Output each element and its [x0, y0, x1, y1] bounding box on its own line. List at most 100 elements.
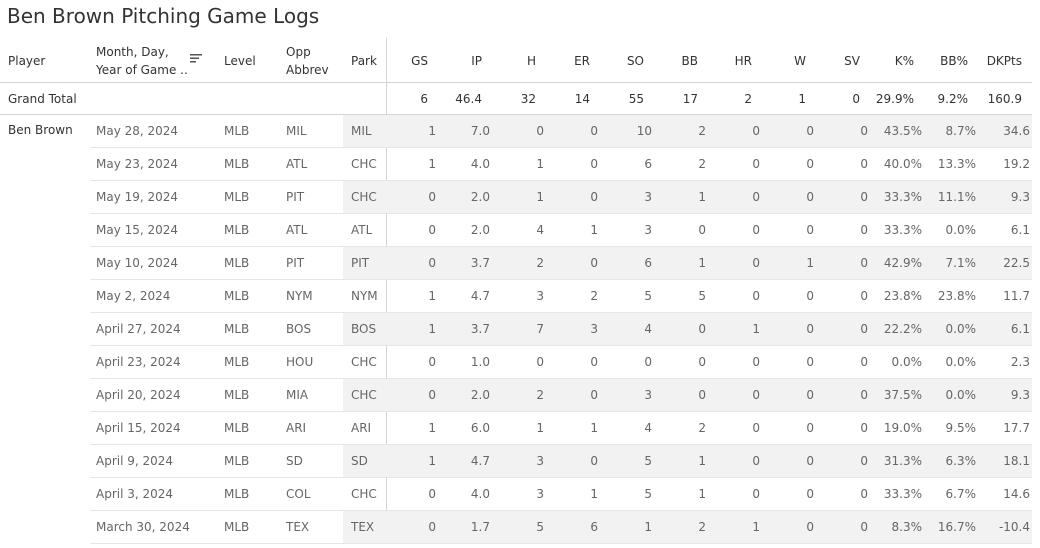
cell-k-pct: 40.0% — [883, 157, 922, 171]
grand-total-sv: 0 — [852, 92, 860, 106]
cell-so: 5 — [644, 289, 652, 303]
header-gs[interactable]: GS — [411, 54, 428, 68]
header-er[interactable]: ER — [574, 54, 590, 68]
cell-h: 5 — [536, 520, 544, 534]
header-sv[interactable]: SV — [844, 54, 860, 68]
header-opp-line1[interactable]: Opp — [286, 45, 311, 59]
cell-dkpts: 17.7 — [1003, 421, 1030, 435]
cell-bb-pct: 0.0% — [945, 355, 977, 369]
header-h[interactable]: H — [526, 54, 536, 68]
cell-ip: 4.7 — [470, 289, 490, 303]
cell-bb-pct: 8.7% — [945, 124, 977, 138]
cell-so: 6 — [644, 256, 652, 270]
cell-h: 4 — [536, 223, 544, 237]
header-ip[interactable]: IP — [471, 54, 482, 68]
header-player[interactable]: Player — [8, 54, 46, 68]
header-w[interactable]: W — [794, 54, 806, 68]
cell-gs: 0 — [428, 520, 436, 534]
grand-total-h: 32 — [520, 92, 536, 106]
cell-bb: 1 — [698, 256, 706, 270]
cell-w: 0 — [806, 388, 814, 402]
row-divider — [90, 378, 1032, 379]
cell-k-pct: 22.2% — [883, 322, 922, 336]
cell-so: 3 — [644, 223, 652, 237]
header-level[interactable]: Level — [224, 54, 256, 68]
cell-opp: ARI — [286, 421, 307, 435]
sort-descending-icon[interactable] — [189, 53, 203, 65]
cell-gs: 0 — [428, 355, 436, 369]
cell-dkpts: 34.6 — [1003, 124, 1030, 138]
cell-k-pct: 8.3% — [891, 520, 923, 534]
grand-total-divider — [0, 114, 1032, 115]
cell-so: 4 — [644, 421, 652, 435]
cell-bb-pct: 7.1% — [945, 256, 977, 270]
header-date-line1[interactable]: Month, Day, — [96, 45, 169, 59]
cell-bb: 0 — [698, 223, 706, 237]
grand-total-gs: 6 — [420, 92, 428, 106]
cell-gs: 0 — [428, 190, 436, 204]
cell-w: 0 — [806, 454, 814, 468]
cell-level: MLB — [224, 520, 250, 534]
header-opp-line2[interactable]: Abbrev — [286, 63, 329, 77]
cell-park: BOS — [351, 322, 377, 336]
cell-hr: 0 — [752, 256, 760, 270]
header-bb[interactable]: BB — [681, 54, 698, 68]
cell-hr: 1 — [752, 322, 760, 336]
cell-er: 0 — [590, 388, 598, 402]
grand-total-bb-pct: 9.2% — [937, 92, 969, 106]
cell-hr: 0 — [752, 487, 760, 501]
cell-sv: 0 — [860, 355, 868, 369]
cell-hr: 0 — [752, 388, 760, 402]
cell-hr: 0 — [752, 421, 760, 435]
cell-gs: 1 — [428, 454, 436, 468]
cell-ip: 4.0 — [470, 157, 490, 171]
cell-w: 0 — [806, 421, 814, 435]
cell-hr: 0 — [752, 355, 760, 369]
row-divider — [90, 246, 1032, 247]
cell-bb: 0 — [698, 355, 706, 369]
cell-sv: 0 — [860, 520, 868, 534]
cell-opp: PIT — [286, 190, 305, 204]
cell-opp: ATL — [286, 223, 308, 237]
cell-bb-pct: 0.0% — [945, 223, 977, 237]
cell-er: 1 — [590, 421, 598, 435]
cell-bb: 0 — [698, 388, 706, 402]
cell-ip: 3.7 — [470, 322, 490, 336]
cell-bb-pct: 23.8% — [937, 289, 976, 303]
cell-k-pct: 33.3% — [883, 487, 922, 501]
grand-total-so: 55 — [628, 92, 644, 106]
cell-h: 7 — [536, 322, 544, 336]
cell-ip: 1.7 — [470, 520, 490, 534]
header-divider — [0, 82, 1032, 83]
cell-h: 1 — [536, 421, 544, 435]
cell-bb: 0 — [698, 322, 706, 336]
row-divider — [90, 444, 1032, 445]
cell-opp: BOS — [286, 322, 312, 336]
header-hr[interactable]: HR — [734, 54, 752, 68]
cell-level: MLB — [224, 223, 250, 237]
cell-park: SD — [351, 454, 368, 468]
cell-gs: 0 — [428, 223, 436, 237]
grand-total-row: Grand Total 6 46.4 32 14 55 17 2 1 0 29.9% 9.2% 160… — [0, 83, 1032, 115]
cell-park: CHC — [351, 190, 377, 204]
header-bb-pct[interactable]: BB% — [940, 54, 968, 68]
cell-level: MLB — [224, 190, 250, 204]
header-date-line2[interactable]: Year of Game .. — [96, 63, 188, 77]
cell-ip: 2.0 — [470, 190, 490, 204]
cell-er: 2 — [590, 289, 598, 303]
header-so[interactable]: SO — [626, 54, 644, 68]
header-k-pct[interactable]: K% — [894, 54, 914, 68]
cell-park: PIT — [351, 256, 370, 270]
cell-dkpts: 18.1 — [1003, 454, 1030, 468]
cell-dkpts: 19.2 — [1003, 157, 1030, 171]
header-park[interactable]: Park — [351, 54, 377, 68]
cell-ip: 6.0 — [470, 421, 490, 435]
row-band — [343, 445, 1032, 477]
cell-level: MLB — [224, 421, 250, 435]
cell-sv: 0 — [860, 322, 868, 336]
cell-level: MLB — [224, 289, 250, 303]
cell-w: 0 — [806, 223, 814, 237]
header-dkpts[interactable]: DKPts — [986, 54, 1022, 68]
cell-hr: 0 — [752, 124, 760, 138]
cell-k-pct: 33.3% — [883, 190, 922, 204]
